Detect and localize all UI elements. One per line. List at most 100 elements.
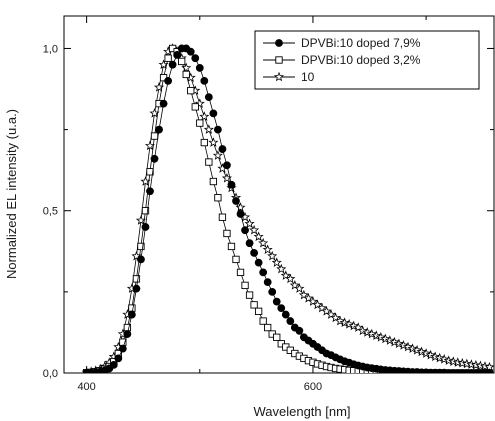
y-tick-label: 0,0 — [43, 368, 58, 380]
data-point — [150, 132, 159, 140]
data-point — [241, 226, 249, 235]
data-point — [276, 263, 287, 274]
data-point — [294, 283, 305, 293]
data-point — [164, 77, 173, 85]
data-point — [223, 161, 231, 170]
data-point — [135, 215, 146, 225]
data-point — [375, 331, 386, 342]
data-point — [348, 320, 359, 331]
data-point — [263, 278, 272, 287]
data-point — [236, 268, 245, 277]
legend-marker — [273, 71, 285, 82]
series-1 — [82, 44, 494, 373]
data-point — [137, 242, 145, 251]
data-point — [277, 304, 286, 312]
data-point — [200, 138, 208, 147]
data-point — [475, 360, 486, 371]
data-point — [281, 310, 290, 319]
legend-entry: 10 — [263, 70, 315, 84]
data-point — [132, 284, 141, 293]
data-point — [430, 351, 441, 362]
data-point — [249, 224, 260, 235]
data-point — [227, 242, 236, 251]
axis-tick-labels: 400 600 0,0 0,5 1,0 — [43, 43, 322, 393]
legend-entry: DPVBi:10 doped 7,9% — [263, 36, 421, 50]
data-point — [114, 354, 123, 363]
data-point — [357, 325, 368, 336]
data-point — [393, 338, 404, 349]
x-tick-label: 600 — [304, 381, 322, 393]
data-point — [186, 47, 195, 56]
data-point — [407, 343, 418, 353]
data-point — [195, 64, 204, 72]
data-point — [339, 317, 350, 327]
data-point — [191, 54, 200, 63]
data-point — [208, 137, 219, 147]
data-point — [212, 150, 223, 160]
series-layer — [81, 43, 494, 373]
data-point — [470, 359, 481, 370]
data-point — [144, 140, 156, 151]
data-point — [384, 335, 395, 345]
data-point — [286, 317, 295, 325]
data-point — [267, 250, 278, 261]
data-point — [123, 330, 132, 338]
data-point — [439, 354, 450, 364]
legend-marker — [275, 56, 283, 64]
data-point — [421, 348, 432, 358]
data-point — [250, 249, 259, 257]
data-point — [187, 86, 195, 95]
data-point — [209, 109, 218, 118]
x-tick-label: 400 — [77, 381, 95, 393]
data-point — [191, 103, 199, 111]
data-point — [218, 213, 227, 221]
data-point — [485, 369, 494, 373]
data-point — [253, 231, 264, 241]
data-point — [150, 154, 159, 163]
legend-label: DPVBi:10 doped 3,2% — [301, 53, 421, 67]
data-point — [227, 180, 236, 189]
data-point — [146, 187, 154, 196]
legend-label: 10 — [301, 70, 315, 84]
data-point — [127, 310, 136, 319]
data-point — [213, 125, 222, 134]
data-point — [137, 255, 145, 264]
data-point — [245, 291, 254, 299]
data-point — [178, 57, 186, 66]
data-point — [128, 304, 136, 312]
data-point — [259, 317, 267, 325]
data-point — [461, 358, 472, 369]
data-point — [141, 223, 150, 231]
data-point — [141, 207, 150, 215]
data-point — [203, 124, 214, 134]
data-point — [214, 194, 222, 202]
data-point — [402, 341, 414, 352]
data-point — [273, 333, 281, 341]
data-point — [204, 93, 213, 102]
data-point — [271, 257, 282, 267]
data-point — [335, 315, 346, 326]
data-point — [466, 359, 477, 369]
data-point — [159, 99, 168, 108]
data-point — [259, 268, 268, 277]
data-point — [484, 361, 494, 372]
data-point — [380, 333, 391, 344]
data-point — [264, 323, 272, 332]
series-3 — [81, 43, 494, 373]
data-point — [109, 360, 118, 369]
data-point — [168, 60, 177, 69]
data-point — [344, 319, 355, 329]
data-point — [236, 210, 245, 218]
data-point — [452, 357, 463, 367]
data-point — [199, 111, 210, 121]
data-point — [258, 237, 269, 248]
data-point — [389, 336, 400, 347]
data-point — [205, 158, 213, 166]
y-tick-label: 1,0 — [43, 43, 58, 55]
data-point — [398, 340, 409, 350]
data-point — [182, 70, 190, 79]
data-point — [200, 77, 209, 85]
data-point — [434, 352, 445, 363]
data-point — [155, 125, 163, 134]
